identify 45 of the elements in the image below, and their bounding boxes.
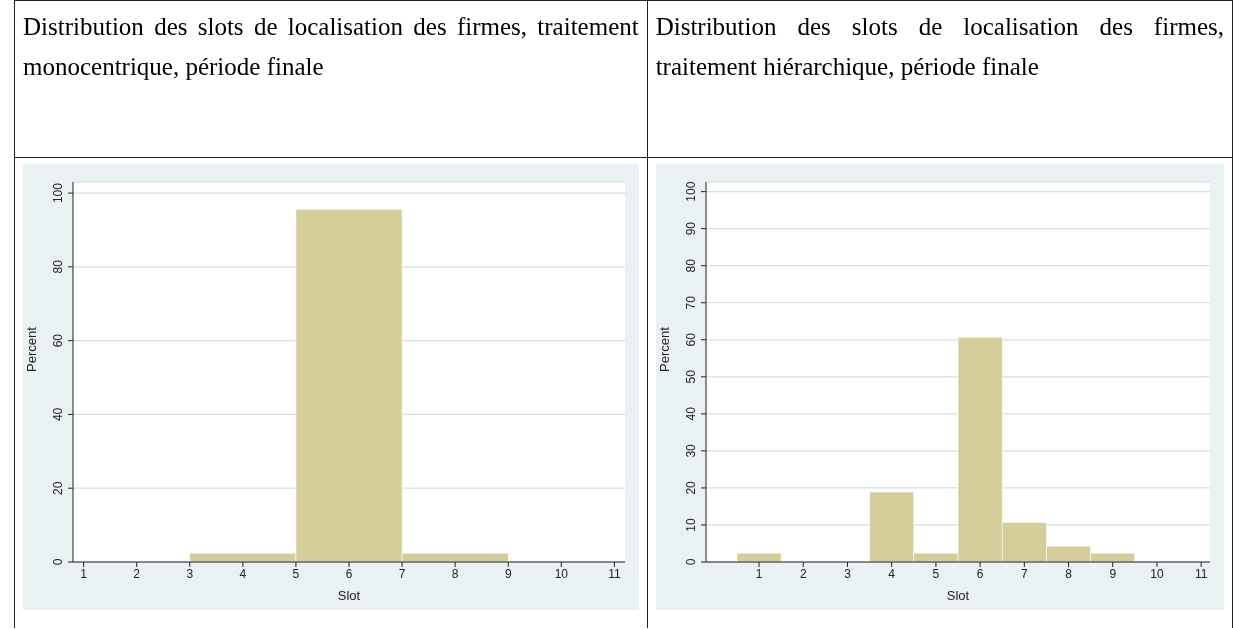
x-tick-label: 4 [239,566,247,581]
y-tick-label: 0 [683,558,698,566]
y-tick-label: 20 [683,480,698,495]
x-tick-label: 8 [451,566,459,581]
y-tick-label: 40 [683,406,698,421]
x-tick-label: 9 [504,566,512,581]
x-tick-label: 5 [292,566,300,581]
y-tick-label: 20 [51,481,65,495]
y-tick-label: 100 [51,182,65,204]
y-tick-label: 50 [683,369,698,384]
x-tick-label: 8 [1064,566,1072,581]
x-tick-label: 3 [186,566,194,581]
x-tick-label: 11 [608,566,621,581]
x-tick-label: 3 [843,566,851,581]
x-tick-label: 9 [1109,566,1117,581]
y-tick-label: 80 [683,258,698,273]
x-tick-label: 7 [398,566,406,581]
chart-title: Distribution des slots de localisation des firmes, traitement monocentrique, période finale [14,0,648,158]
chart-title: Distribution des slots de localisation des firmes, traitement hiérarchique, période finale [647,0,1233,158]
x-tick-label: 7 [1020,566,1028,581]
y-tick-label: 30 [683,443,698,458]
x-tick-label: 5 [932,566,940,581]
y-tick-label: 0 [51,558,65,566]
x-tick-label: 10 [554,566,569,581]
x-tick-label: 6 [976,566,984,581]
y-tick-label: 100 [683,181,698,202]
x-tick-label: 11 [1194,566,1208,581]
x-tick-label: 2 [799,566,807,581]
y-tick-label: 70 [683,295,698,310]
x-axis-title: Slot [337,588,361,603]
x-tick-label: 4 [888,566,896,581]
y-tick-label: 90 [683,221,698,236]
y-tick-label: 10 [683,517,698,532]
y-tick-label: 40 [51,407,65,422]
y-axis-title: Percent [656,326,672,372]
x-axis-title: Slot [946,588,970,603]
x-tick-label: 1 [755,566,763,581]
x-tick-label: 10 [1149,566,1164,581]
y-tick-label: 60 [683,332,698,347]
x-tick-label: 6 [345,566,353,581]
x-tick-label: 1 [80,566,88,581]
y-tick-label: 80 [51,259,65,274]
y-axis-title: Percent [23,326,39,372]
x-tick-label: 2 [133,566,141,581]
y-tick-label: 60 [51,333,65,348]
